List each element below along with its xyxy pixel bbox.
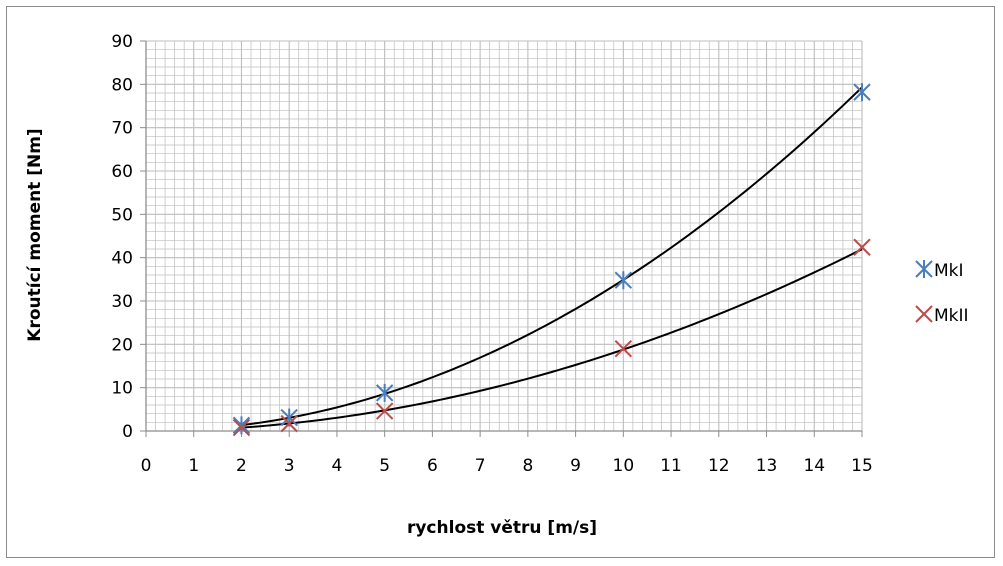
x-tick-label: 15 <box>851 456 873 476</box>
data-point-mki <box>375 383 394 402</box>
data-point-mkii <box>853 238 871 256</box>
y-tick-label: 30 <box>111 292 133 312</box>
legend-item-mki: MkI <box>915 260 964 281</box>
trendlines <box>241 86 863 429</box>
data-points <box>232 83 871 437</box>
y-tick-label: 70 <box>111 119 133 139</box>
marker-stroke <box>232 418 251 437</box>
data-point-mkii <box>375 402 394 420</box>
marker-stroke <box>853 238 871 256</box>
x-tick-label: 4 <box>332 456 343 476</box>
trendline-mki <box>241 86 863 427</box>
y-tick-label: 90 <box>111 32 133 52</box>
grid <box>145 40 863 432</box>
chart-frame <box>6 6 995 558</box>
legend-label-mkii: MkII <box>934 306 969 326</box>
y-tick-label: 40 <box>111 249 133 269</box>
legend-label-mki: MkI <box>934 261 964 281</box>
legend-item-mkii: MkII <box>915 305 969 326</box>
y-tick-label: 10 <box>111 379 133 399</box>
tick-labels: 0 1 2 3 4 5 6 7 8 9 10 11 12 13 14 15010203040506070809… <box>111 32 872 476</box>
data-point-mkii <box>280 414 298 433</box>
x-tick-label: 13 <box>756 456 778 476</box>
y-tick-label: 80 <box>111 75 133 95</box>
x-tick-label: 0 <box>141 456 152 476</box>
legend: MkI MkII <box>915 260 969 326</box>
x-tick-label: 14 <box>803 456 825 476</box>
data-point-mki <box>614 271 633 290</box>
data-point-mki <box>853 83 871 102</box>
data-point-mkii <box>614 339 633 358</box>
x-tick-label: 6 <box>427 456 438 476</box>
x-tick-label: 2 <box>236 456 247 476</box>
marker-stroke <box>915 305 933 323</box>
x-tick-label: 1 <box>188 456 199 476</box>
x-tick-label: 5 <box>379 456 390 476</box>
data-point-mki <box>232 416 251 435</box>
x-tick-label: 8 <box>522 456 533 476</box>
trendline-mkii <box>241 248 863 429</box>
marker-stroke <box>280 414 298 433</box>
legend-marker-mki <box>915 260 933 278</box>
y-tick-label: 50 <box>111 205 133 225</box>
x-tick-label: 10 <box>613 456 635 476</box>
marker-stroke <box>614 339 633 358</box>
x-tick-label: 9 <box>570 456 581 476</box>
y-tick-label: 20 <box>111 335 133 355</box>
legend-marker-glyph <box>915 260 933 278</box>
legend-marker-glyph <box>915 305 933 323</box>
x-tick-label: 7 <box>475 456 486 476</box>
y-axis-title: Kroutící moment [Nm] <box>25 128 45 341</box>
x-tick-label: 3 <box>284 456 295 476</box>
x-tick-label: 12 <box>708 456 730 476</box>
legend-marker-mkii <box>915 305 933 323</box>
data-point-mkii <box>232 418 251 437</box>
y-tick-label: 0 <box>122 422 133 442</box>
marker-stroke <box>375 402 394 420</box>
x-axis-title: rychlost větru [m/s] <box>407 518 597 538</box>
x-tick-label: 11 <box>660 456 682 476</box>
axes <box>140 40 863 437</box>
y-tick-label: 60 <box>111 162 133 182</box>
